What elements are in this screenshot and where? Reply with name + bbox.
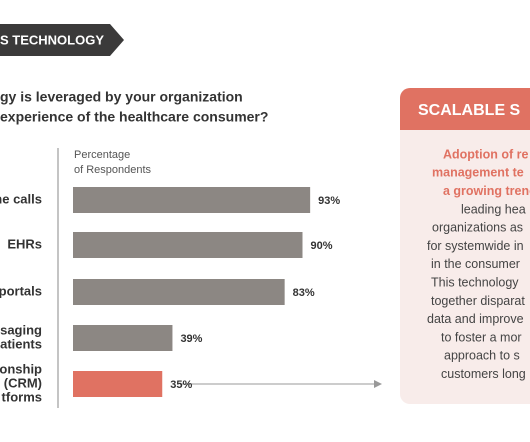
panel-text: approach to s	[444, 349, 520, 363]
axis-label: Percentage	[74, 149, 130, 161]
bar	[73, 279, 285, 305]
panel-text: customers long	[441, 367, 526, 381]
question: gy is leveraged by your organization	[0, 89, 243, 105]
category-label: tforms	[2, 389, 42, 404]
banner-shape	[0, 24, 124, 56]
banner-text: S TECHNOLOGY	[0, 32, 104, 47]
panel-text: data and improve	[427, 312, 524, 326]
panel-text: in the consumer	[431, 257, 520, 271]
category-label: onship	[0, 361, 42, 376]
arrow-head	[374, 380, 382, 388]
value-label: 39%	[180, 333, 202, 345]
panel-highlight: a growing trenc	[443, 184, 530, 198]
panel-text: for systemwide in	[427, 239, 524, 253]
value-label: 35%	[170, 379, 192, 391]
category-label: (CRM)	[4, 375, 42, 390]
panel-text: together disparat	[431, 294, 525, 308]
value-label: 83%	[293, 287, 315, 299]
bar	[73, 187, 311, 213]
question: experience of the healthcare consumer?	[0, 109, 268, 125]
category-label: EHRs	[7, 236, 42, 251]
category-label: saging	[0, 322, 42, 337]
panel-text: organizations as	[432, 221, 523, 235]
category-label: ne calls	[0, 191, 42, 206]
panel-title: SCALABLE S	[418, 102, 521, 119]
panel-text: This technology	[431, 275, 519, 289]
panel-highlight: management te	[432, 166, 524, 180]
panel-header	[400, 88, 530, 130]
bar	[73, 232, 303, 258]
axis-label: of Respondents	[74, 164, 152, 176]
category-label: atients	[0, 336, 42, 351]
panel-text: leading hea	[461, 202, 526, 216]
category-label: portals	[0, 283, 42, 298]
panel	[400, 88, 530, 404]
bar	[73, 371, 163, 397]
bar	[73, 325, 173, 351]
value-label: 90%	[311, 240, 333, 252]
panel-highlight: Adoption of re	[443, 147, 528, 161]
panel-text: to foster a mor	[441, 330, 522, 344]
value-label: 93%	[318, 195, 340, 207]
